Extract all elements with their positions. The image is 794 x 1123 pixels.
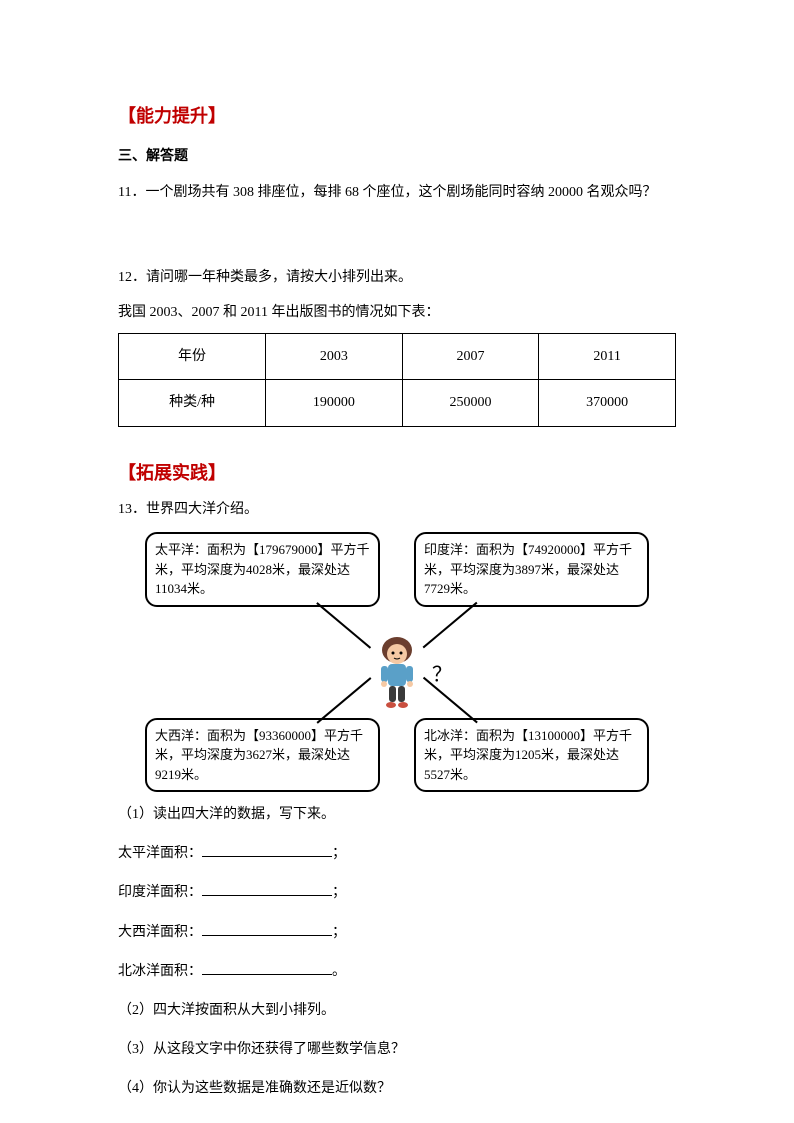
- connector-tl: [317, 602, 372, 648]
- bracket-right: 】: [208, 106, 226, 126]
- bubble-indian: 印度洋：面积为【74920000】平方千米，平均深度为3897米，最深处达772…: [414, 532, 649, 607]
- question-12: 12．请问哪一年种类最多，请按大小排列出来。: [118, 265, 676, 290]
- arctic-label: 北冰洋面积：: [118, 964, 202, 979]
- section1-subtitle: 三、解答题: [118, 144, 676, 169]
- pacific-label: 太平洋面积：: [118, 846, 202, 861]
- bubble-arctic: 北冰洋：面积为【13100000】平方千米，平均深度为1205米，最深处达552…: [414, 718, 649, 793]
- blank-indian[interactable]: [202, 882, 332, 896]
- section2-header: 【拓展实践】: [118, 457, 676, 489]
- question-13: 13．世界四大洋介绍。: [118, 497, 676, 522]
- table-value-2003: 190000: [266, 380, 403, 426]
- arctic-area-line: 北冰洋面积： 。: [118, 959, 676, 984]
- connector-bl: [317, 677, 372, 723]
- bracket-left: 【: [118, 106, 136, 126]
- indian-area-line: 印度洋面积： ；: [118, 880, 676, 905]
- semicolon: ；: [332, 885, 346, 900]
- pacific-area-line: 太平洋面积： ；: [118, 841, 676, 866]
- bracket-right: 】: [208, 463, 226, 483]
- sub-question-3: （3）从这段文字中你还获得了哪些数学信息？: [118, 1037, 676, 1062]
- sub-question-4: （4）你认为这些数据是准确数还是近似数？: [118, 1076, 676, 1101]
- table-value-2011: 370000: [539, 380, 676, 426]
- semicolon: ；: [332, 846, 346, 861]
- table-header-year: 年份: [119, 334, 266, 380]
- table-row: 年份 2003 2007 2011: [119, 334, 676, 380]
- book-table: 年份 2003 2007 2011 种类/种 190000 250000 370…: [118, 333, 676, 426]
- atlantic-area-line: 大西洋面积： ；: [118, 920, 676, 945]
- question-12-intro: 我国 2003、2007 和 2011 年出版图书的情况如下表：: [118, 300, 676, 325]
- atlantic-label: 大西洋面积：: [118, 925, 202, 940]
- table-header-2011: 2011: [539, 334, 676, 380]
- sub-question-2: （2）四大洋按面积从大到小排列。: [118, 998, 676, 1023]
- table-header-2007: 2007: [402, 334, 539, 380]
- connector-tr: [423, 602, 478, 648]
- table-row: 种类/种 190000 250000 370000: [119, 380, 676, 426]
- table-value-2007: 250000: [402, 380, 539, 426]
- question-11: 11．一个剧场共有 308 排座位，每排 68 个座位，这个剧场能同时容纳 20…: [118, 180, 676, 205]
- bubble-pacific: 太平洋：面积为【179679000】平方千米，平均深度为4028米，最深处达11…: [145, 532, 380, 607]
- table-header-2003: 2003: [266, 334, 403, 380]
- bubble-atlantic: 大西洋：面积为【93360000】平方千米，平均深度为3627米，最深处达921…: [145, 718, 380, 793]
- section2-title: 拓展实践: [136, 463, 208, 483]
- semicolon: ；: [332, 925, 346, 940]
- sub-question-1: （1）读出四大洋的数据，写下来。: [118, 802, 676, 827]
- blank-pacific[interactable]: [202, 843, 332, 857]
- period: 。: [332, 964, 346, 979]
- section1-title: 能力提升: [136, 106, 208, 126]
- table-row-label: 种类/种: [119, 380, 266, 426]
- blank-atlantic[interactable]: [202, 922, 332, 936]
- indian-label: 印度洋面积：: [118, 885, 202, 900]
- section1-header: 【能力提升】: [118, 100, 676, 132]
- oceans-diagram: 太平洋：面积为【179679000】平方千米，平均深度为4028米，最深处达11…: [137, 532, 657, 792]
- bracket-left: 【: [118, 463, 136, 483]
- boy-character-icon: [369, 632, 425, 712]
- blank-arctic[interactable]: [202, 961, 332, 975]
- question-mark-icon: ？: [432, 657, 452, 693]
